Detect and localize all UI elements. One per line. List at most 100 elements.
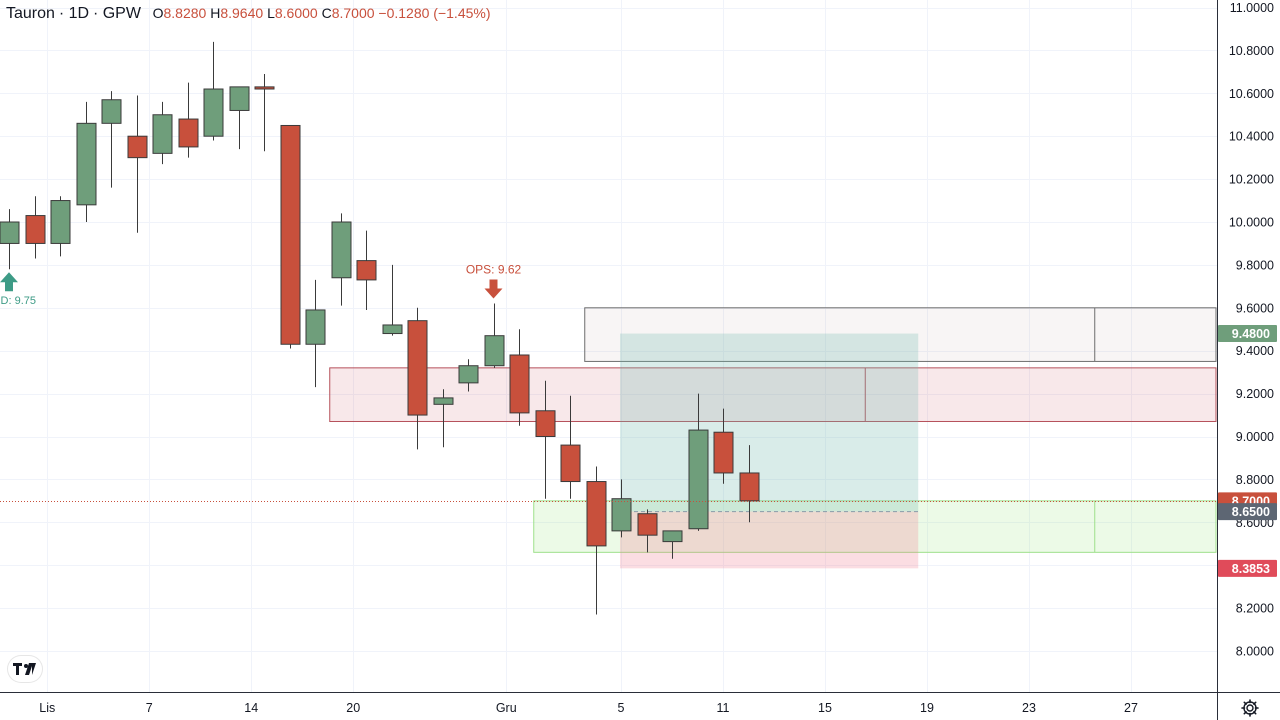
candle-body-down	[739, 472, 760, 502]
symbol-legend: Tauron · 1D · GPW O8.8280 H8.9640 L8.600…	[6, 5, 491, 23]
candle-body-down	[407, 320, 428, 416]
candle	[101, 91, 122, 188]
grid-lines	[0, 0, 1217, 692]
candle	[0, 209, 20, 270]
time-tick-label: 20	[346, 701, 360, 715]
high-value: 8.9640	[220, 5, 264, 21]
price-tick-label: 10.8000	[1229, 44, 1274, 58]
price-label-text: 9.4800	[1232, 327, 1270, 341]
candle-body-up	[611, 498, 632, 532]
candle	[203, 41, 224, 141]
price-label-badge: 8.3853	[1218, 559, 1277, 577]
candle	[433, 389, 454, 448]
candle	[688, 393, 709, 531]
price-tick-label: 10.0000	[1229, 216, 1274, 230]
candle-body-up	[484, 335, 505, 367]
candle	[25, 196, 46, 259]
tradingview-logo[interactable]	[8, 656, 42, 682]
time-tick-label: 23	[1022, 701, 1036, 715]
time-tick-label: 5	[618, 701, 625, 715]
candle	[586, 466, 607, 615]
time-tick-label: 27	[1124, 701, 1138, 715]
tradingview-logo-icon	[13, 663, 36, 675]
candle-body-down	[254, 86, 275, 90]
candle	[178, 82, 199, 158]
candle	[152, 101, 173, 165]
candle-body-up	[0, 221, 20, 244]
candle	[611, 479, 632, 538]
price-axis-background	[1217, 0, 1280, 720]
price-tick-label: 8.8000	[1236, 473, 1274, 487]
price-tick-label: 9.4000	[1236, 344, 1274, 358]
change-value: −0.1280 (−1.45%)	[378, 5, 491, 21]
candle-body-down	[178, 118, 199, 148]
candle-body-up	[688, 429, 709, 530]
candle	[535, 380, 556, 499]
candle-body-down	[560, 444, 581, 483]
candle	[407, 307, 428, 450]
signal-label: OPS: 9.62	[466, 263, 522, 277]
candle	[713, 408, 734, 484]
candle	[484, 303, 505, 368]
candle	[458, 359, 479, 392]
upper-grey-zone	[584, 307, 1217, 362]
gear-icon[interactable]	[1240, 698, 1260, 718]
open-key: O	[152, 5, 164, 21]
candle-body-down	[713, 431, 734, 474]
price-label-background	[1218, 325, 1277, 343]
candle-body-down	[127, 135, 148, 159]
time-axis-background	[0, 692, 1217, 720]
candle-body-up	[331, 221, 352, 279]
low-key: L	[267, 5, 275, 21]
time-tick-label: 11	[717, 701, 730, 715]
candle	[356, 230, 377, 310]
candle-body-up	[662, 530, 683, 543]
price-tick-label: 10.4000	[1229, 130, 1274, 144]
candle	[331, 213, 352, 306]
candle	[739, 445, 760, 523]
price-tick-label: 8.2000	[1236, 602, 1274, 616]
price-label-badge: 9.4800	[1218, 325, 1277, 343]
time-tick-label: 7	[146, 701, 153, 715]
position-profit-zone	[620, 333, 919, 512]
candle-body-up	[458, 365, 479, 384]
signal-label: D: 9.75	[1, 295, 36, 307]
price-label-background	[1218, 559, 1277, 577]
time-tick-label: 19	[920, 701, 934, 715]
price-tick-label: 10.2000	[1229, 173, 1274, 187]
candle-body-down	[280, 124, 301, 345]
price-tick-label: 9.2000	[1236, 387, 1274, 401]
price-tick-label: 8.0000	[1236, 645, 1274, 659]
low-value: 8.6000	[274, 5, 318, 21]
candle-body-up	[76, 122, 97, 206]
time-tick-label: Gru	[496, 701, 517, 715]
candle	[280, 124, 301, 349]
candle-body-up	[152, 114, 173, 154]
candle-body-down	[586, 481, 607, 547]
candle	[382, 264, 403, 336]
arrow-up-icon	[0, 272, 18, 292]
candle	[509, 329, 530, 426]
time-tick-label: 15	[818, 701, 832, 715]
candle-body-down	[637, 513, 658, 536]
candle	[50, 196, 71, 257]
candle-body-up	[305, 309, 326, 345]
close-value: 8.7000	[331, 5, 375, 21]
price-tick-label: 9.8000	[1236, 258, 1274, 272]
price-label-badge: 8.6500	[1218, 503, 1277, 521]
time-tick-label: Lis	[39, 701, 55, 715]
candle-body-up	[50, 200, 71, 244]
arrow-down-icon	[484, 279, 503, 299]
candle-body-down	[509, 354, 530, 414]
symbol-name[interactable]: Tauron	[6, 5, 55, 22]
price-tick-label: 9.6000	[1236, 301, 1274, 315]
legend-separator: ·	[58, 5, 69, 22]
exchange-label: GPW	[102, 5, 141, 22]
candle-body-down	[25, 215, 46, 244]
candle	[560, 395, 581, 499]
candle	[76, 101, 97, 222]
candle	[662, 530, 683, 559]
time-tick-label: 14	[244, 701, 258, 715]
interval-label[interactable]: 1D	[68, 5, 90, 22]
